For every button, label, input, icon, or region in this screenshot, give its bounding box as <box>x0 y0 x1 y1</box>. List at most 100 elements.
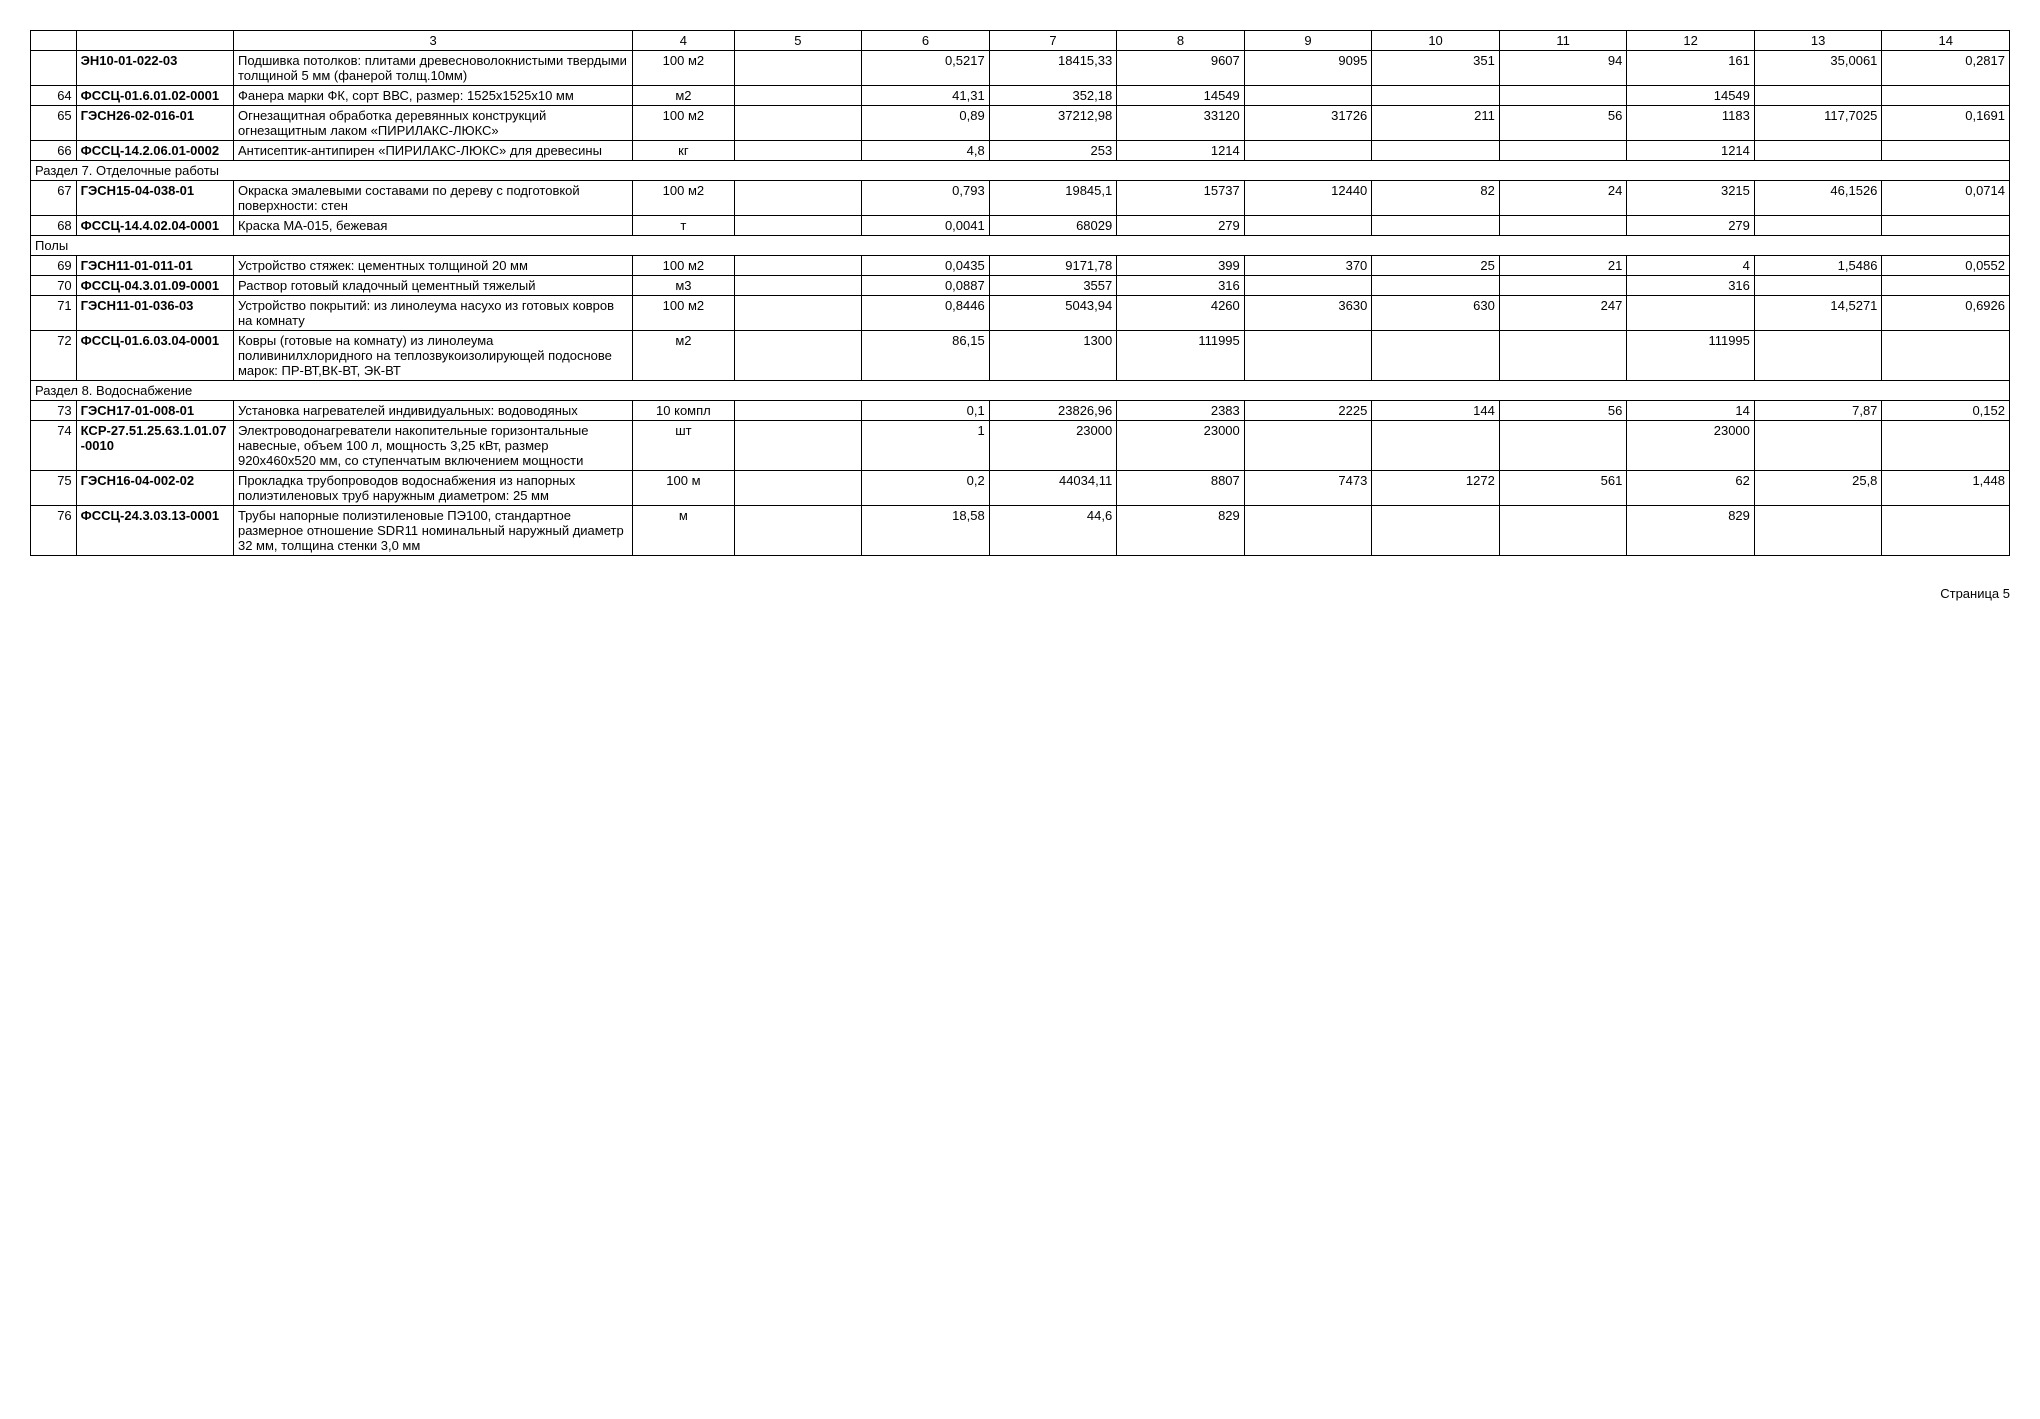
cell: 0,2817 <box>1882 51 2010 86</box>
header-cell: 3 <box>233 31 632 51</box>
cell: Огнезащитная обработка деревянных констр… <box>233 106 632 141</box>
header-cell: 8 <box>1117 31 1245 51</box>
cell: 144 <box>1372 401 1500 421</box>
cell: 399 <box>1117 256 1245 276</box>
cell <box>1499 331 1627 381</box>
cell: 94 <box>1499 51 1627 86</box>
cell <box>1882 276 2010 296</box>
table-row: 74КСР-27.51.25.63.1.01.07-0010Электровод… <box>31 421 2010 471</box>
cell: 100 м2 <box>633 106 734 141</box>
cell: 25,8 <box>1754 471 1882 506</box>
cell: 279 <box>1627 216 1755 236</box>
cell <box>1882 421 2010 471</box>
cell <box>734 471 862 506</box>
table-row: 69ГЭСН11-01-011-01Устройство стяжек: цем… <box>31 256 2010 276</box>
cell: 37212,98 <box>989 106 1117 141</box>
cell: 14549 <box>1627 86 1755 106</box>
cell: ФССЦ-01.6.01.02-0001 <box>76 86 233 106</box>
cell: 86,15 <box>862 331 990 381</box>
cell: 31726 <box>1244 106 1372 141</box>
cell: 9607 <box>1117 51 1245 86</box>
cell <box>1244 506 1372 556</box>
cell <box>1754 421 1882 471</box>
cell <box>1882 141 2010 161</box>
cell <box>1499 216 1627 236</box>
cell: 12440 <box>1244 181 1372 216</box>
cell <box>1372 421 1500 471</box>
cell: 1214 <box>1117 141 1245 161</box>
cell <box>1372 216 1500 236</box>
cell: 72 <box>31 331 77 381</box>
cell <box>1627 296 1755 331</box>
cell: 0,0552 <box>1882 256 2010 276</box>
table-row: 68ФССЦ-14.4.02.04-0001Краска МА-015, беж… <box>31 216 2010 236</box>
cell: т <box>633 216 734 236</box>
cell: 0,152 <box>1882 401 2010 421</box>
cell <box>1372 86 1500 106</box>
cell: Установка нагревателей индивидуальных: в… <box>233 401 632 421</box>
cell: 3557 <box>989 276 1117 296</box>
cell: 68 <box>31 216 77 236</box>
cell <box>1499 506 1627 556</box>
cell: 211 <box>1372 106 1500 141</box>
table-row: 76ФССЦ-24.3.03.13-0001Трубы напорные пол… <box>31 506 2010 556</box>
table-row: 67ГЭСН15-04-038-01Окраска эмалевыми сост… <box>31 181 2010 216</box>
cell: 100 м2 <box>633 51 734 86</box>
cell: м2 <box>633 331 734 381</box>
cell <box>734 506 862 556</box>
cell: 14,5271 <box>1754 296 1882 331</box>
cell: 370 <box>1244 256 1372 276</box>
cell <box>1882 506 2010 556</box>
header-cell: 7 <box>989 31 1117 51</box>
cell: ФССЦ-04.3.01.09-0001 <box>76 276 233 296</box>
cell <box>31 51 77 86</box>
cell: 352,18 <box>989 86 1117 106</box>
header-cell: 14 <box>1882 31 2010 51</box>
cell: 0,793 <box>862 181 990 216</box>
cell: кг <box>633 141 734 161</box>
cell: м <box>633 506 734 556</box>
header-cell: 9 <box>1244 31 1372 51</box>
cell <box>1499 421 1627 471</box>
section-row: Полы <box>31 236 2010 256</box>
header-cell <box>31 31 77 51</box>
cell: 0,0041 <box>862 216 990 236</box>
cell: 1300 <box>989 331 1117 381</box>
cell: 23000 <box>989 421 1117 471</box>
section-row: Раздел 8. Водоснабжение <box>31 381 2010 401</box>
cell: 41,31 <box>862 86 990 106</box>
cell: 100 м2 <box>633 181 734 216</box>
header-cell: 6 <box>862 31 990 51</box>
header-cell: 11 <box>1499 31 1627 51</box>
cell: 0,1 <box>862 401 990 421</box>
cell: 316 <box>1117 276 1245 296</box>
cell <box>1244 216 1372 236</box>
cell: 67 <box>31 181 77 216</box>
cell <box>1244 331 1372 381</box>
cell: 44034,11 <box>989 471 1117 506</box>
cell <box>734 401 862 421</box>
cell <box>1244 86 1372 106</box>
cell: 4260 <box>1117 296 1245 331</box>
cell: Трубы напорные полиэтиленовые ПЭ100, ста… <box>233 506 632 556</box>
cell: 76 <box>31 506 77 556</box>
cell: 73 <box>31 401 77 421</box>
cell <box>1372 331 1500 381</box>
cell: 351 <box>1372 51 1500 86</box>
cell: 82 <box>1372 181 1500 216</box>
cell <box>734 141 862 161</box>
cell: 71 <box>31 296 77 331</box>
cell: Ковры (готовые на комнату) из линолеума … <box>233 331 632 381</box>
cell: 161 <box>1627 51 1755 86</box>
section-label: Раздел 7. Отделочные работы <box>31 161 2010 181</box>
header-cell: 4 <box>633 31 734 51</box>
cell: 100 м2 <box>633 296 734 331</box>
section-row: Раздел 7. Отделочные работы <box>31 161 2010 181</box>
cell: 253 <box>989 141 1117 161</box>
cell: 23000 <box>1627 421 1755 471</box>
cell <box>734 51 862 86</box>
header-cell: 13 <box>1754 31 1882 51</box>
cell: 10 компл <box>633 401 734 421</box>
cell <box>1372 141 1500 161</box>
cell: 68029 <box>989 216 1117 236</box>
